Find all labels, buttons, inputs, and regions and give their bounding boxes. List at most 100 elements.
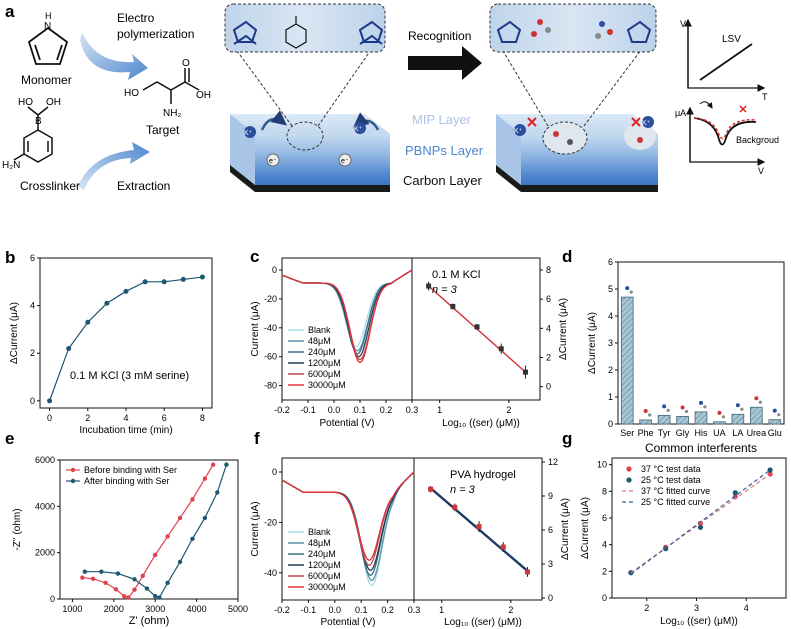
crosslinker-structure [13,106,53,163]
d-molecule-icon-atom-4 [703,405,707,409]
f-y-tick-label: 0 [272,467,277,477]
crosslinker-ho: HO [18,97,33,108]
f-xlabel-right: Log₁₀ ((ser) (μM)) [444,617,522,628]
b-x-tick-label: 2 [85,413,90,423]
b-x-tick-label: 0 [47,413,52,423]
d-molecule-icon-2 [662,404,667,409]
c-legend-label-1: 48μM [308,336,331,346]
g-legend-marker-0 [626,466,632,472]
d-y-tick-label: 6 [608,257,613,267]
inset-left [224,3,386,53]
e-point-1-9 [190,536,195,541]
c-legend-label-5: 30000μM [308,380,346,390]
lsv-axis-t: T [762,92,768,102]
c-xlabel-right: Log₁₀ ((ser) (μM)) [442,418,520,429]
c-yr-tick-label: 4 [546,323,551,333]
c-ylabel-right: ΔCurrent (μA) [558,298,569,360]
d-bar-phe [639,419,652,425]
e-point-0-8 [153,552,158,558]
c-legend-label-2: 240μM [308,347,336,357]
background-mini-plot [686,101,766,166]
crosslinker-label: Crosslinker [20,179,80,193]
panel-b-letter: b [5,248,15,267]
crosslinker-oh: OH [46,97,61,108]
d-category-label-tyr: Tyr [658,428,671,438]
f-point-0 [428,486,434,492]
c-xr-tick-label: 1 [437,405,442,415]
e-point-1-0 [82,569,88,574]
f-curve-2 [281,471,415,576]
f-ylabel: Current (μA) [250,501,261,556]
d-bar-la [731,413,745,425]
f-legend-label-1: 48μM [308,538,331,548]
e-x-tick-label: 4000 [187,604,207,614]
f-x-tick-label: 0.1 [355,605,368,615]
b-point-0 [47,398,53,404]
d-molecule-icon-atom-2 [666,408,670,412]
crosslinker-h2n: H₂N [2,160,20,171]
b-y-tick-label: 4 [30,301,35,311]
pyrrole-h: H [45,11,52,21]
g-legend-label-2: 37 °C fitted curve [641,486,710,496]
f-x-tick-label: 0.2 [381,605,394,615]
inset-right [489,3,657,53]
d-category-label-glu: Glu [768,428,782,438]
e-xlabel: Z' (ohm) [129,615,170,627]
d-molecule-icon-4 [699,400,703,405]
arrow-extraction [78,142,150,190]
e-point-0-12 [202,476,208,481]
electrode-block-left [230,43,390,192]
monomer-label: Monomer [21,73,72,87]
d-ylabel: ΔCurrent (μA) [587,312,598,374]
panel-g-letter: g [562,429,572,448]
c-point-1 [450,303,456,309]
c-x-tick-label: 0.2 [380,405,393,415]
panel-c-letter: c [250,247,259,266]
c-y-tick-label: -60 [264,352,277,362]
recognition-label: Recognition [408,29,471,43]
f-legend-label-5: 30000μM [308,582,346,592]
d-bar-urea [750,406,763,425]
b-point-8 [199,274,205,280]
c-y-tick-label: -80 [264,381,277,391]
f-legend-label-3: 1200μM [308,560,341,570]
g-y-tick-label: 2 [602,566,607,576]
ion-k-right-2: K⁺ [642,120,651,127]
background-label: Backgroud [736,135,779,145]
c-curve-5 [281,269,413,364]
chart-f: -0.2 -0.1 0.0 0.1 0.2 0.3 0 -20 -40 Blank48μM240μ… [250,457,571,628]
c-x-tick-label: -0.1 [300,405,316,415]
d-molecule-icon-5 [717,410,722,415]
bg-axis-v: V [758,166,764,176]
serine-oh: OH [196,90,211,101]
e-x-tick-label: 3000 [145,604,165,614]
d-molecule-icon-atom-8 [777,413,781,417]
c-frame [281,257,541,401]
d-molecule-icon-atom-7 [758,400,762,404]
g-x-tick-label: 2 [644,603,649,613]
f-curve-4 [281,471,415,566]
f-annotation-2: n = 3 [450,484,476,496]
g-x-tick-label: 4 [744,603,749,613]
serine-ho: HO [124,88,139,99]
e-point-0-10 [177,515,183,521]
d-y-tick-label: 3 [608,338,613,348]
chart-c: -0.2 -0.1 0.0 0.1 0.2 0.30-20-40-60-80Blank48… [250,257,569,429]
f-frame [281,457,543,601]
target-label: Target [146,123,180,137]
c-y-tick-label: 0 [272,265,277,275]
e-point-1-5 [153,594,158,599]
f-point-3 [500,544,506,550]
e-point-1-2 [115,571,121,576]
c-ylabel: Current (μA) [250,301,261,356]
g-ylabel: ΔCurrent (μA) [580,497,591,559]
ion-k-left-1: K⁺ [244,130,253,137]
d-y-tick-label: 5 [608,284,613,294]
b-annotation: 0.1 M KCl (3 mM serine) [70,370,189,382]
c-y-tick-label: -20 [264,294,277,304]
c-x-tick-label: 0.3 [406,405,419,415]
c-point-2 [474,324,480,330]
e-legend-label-1: After binding with Ser [84,476,170,486]
e-point-0-0 [80,575,85,580]
f-curve-0 [281,471,415,586]
